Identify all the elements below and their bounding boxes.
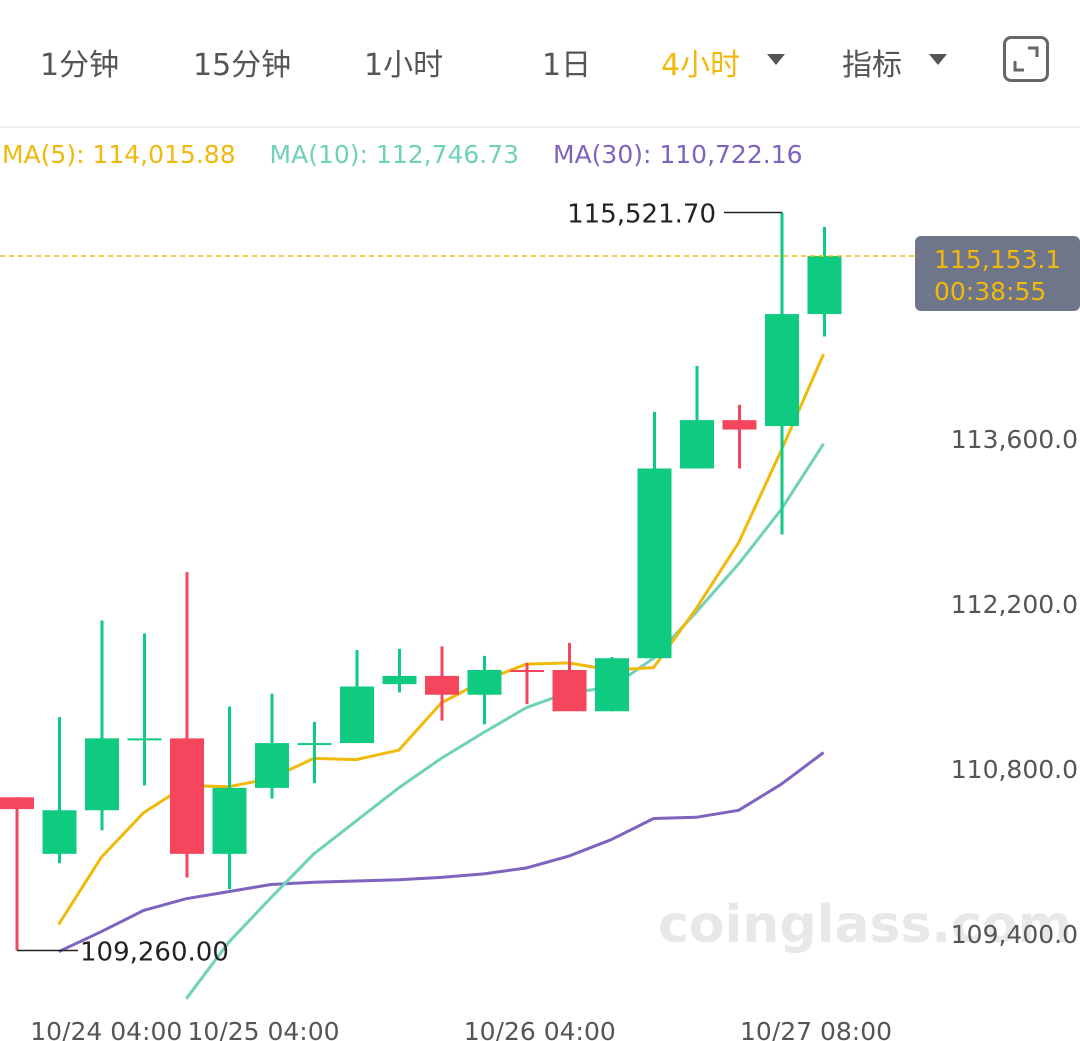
- ma30-legend: MA(30): 110,722.16: [553, 140, 803, 169]
- candle-body-up: [212, 787, 247, 854]
- low-price-label: 109,260.00: [80, 938, 229, 968]
- x-tick-label: 10/27 08:00: [740, 1017, 892, 1041]
- candle-body-down: [510, 670, 544, 673]
- ma30-line: [57, 751, 825, 954]
- tab-4hour[interactable]: 4小时: [661, 48, 741, 83]
- tab-1day[interactable]: 1日: [542, 48, 592, 83]
- watermark: coinglass.com: [658, 895, 1072, 955]
- indicator-button[interactable]: 指标: [842, 48, 902, 83]
- ma5-legend: MA(5): 114,015.88: [2, 140, 236, 169]
- indicator-dropdown-icon[interactable]: [929, 54, 947, 65]
- candle-body-down: [170, 738, 204, 854]
- ma-legend: MA(5): 114,015.88 MA(10): 112,746.73 MA(…: [2, 140, 829, 169]
- current-price-value: 115,153.1: [934, 245, 1061, 274]
- high-price-label: 115,521.70: [567, 200, 716, 230]
- x-tick-label: 10/26 04:00: [464, 1017, 616, 1041]
- y-tick-label: 113,600.0: [951, 425, 1078, 454]
- candle-body-down: [722, 420, 757, 430]
- candle-body-up: [340, 686, 374, 744]
- candle-countdown: 00:38:55: [934, 277, 1046, 306]
- candle-body-down: [552, 670, 587, 712]
- interval-toolbar: 1分钟 15分钟 1小时 1日 4小时 指标: [0, 0, 1080, 128]
- candle-body-up: [42, 810, 77, 854]
- candle-body-up: [637, 468, 672, 659]
- candle-body-up: [85, 738, 119, 811]
- x-tick-label: 10/24 04:00: [30, 1017, 182, 1041]
- candle-body-down: [0, 797, 34, 810]
- current-price-tag: [915, 236, 1080, 311]
- y-tick-label: 110,800.0: [951, 755, 1078, 784]
- tab-1min[interactable]: 1分钟: [40, 48, 120, 83]
- y-tick-label: 112,200.0: [951, 590, 1078, 619]
- candle-body-up: [127, 738, 162, 741]
- candle-body-up: [382, 675, 417, 685]
- candle-body-up: [680, 420, 714, 469]
- candle-body-up: [807, 255, 842, 315]
- candle-body-up: [765, 314, 799, 427]
- interval-dropdown-icon[interactable]: [767, 54, 785, 65]
- tab-1hour[interactable]: 1小时: [364, 48, 444, 83]
- candle-body-up: [255, 743, 289, 788]
- candle-body-up: [297, 743, 332, 746]
- candle-body-up: [467, 670, 502, 695]
- candle-body-up: [595, 658, 629, 712]
- ma10-legend: MA(10): 112,746.73: [269, 140, 520, 169]
- tab-15min[interactable]: 15分钟: [193, 48, 292, 83]
- x-tick-label: 10/25 04:00: [187, 1017, 339, 1041]
- candle-body-down: [425, 675, 459, 695]
- y-tick-label: 109,400.0: [951, 920, 1078, 949]
- ma10-line: [185, 442, 825, 1000]
- fullscreen-icon[interactable]: [1003, 36, 1049, 82]
